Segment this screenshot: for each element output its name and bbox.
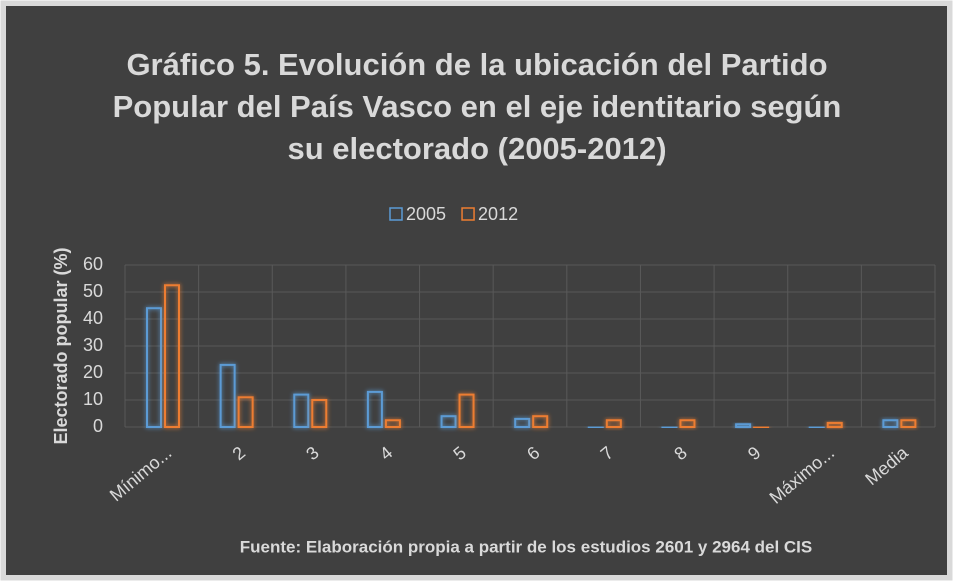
y-tick-label: 50 bbox=[83, 281, 103, 301]
bar bbox=[164, 284, 180, 428]
bar bbox=[366, 390, 383, 428]
bar bbox=[532, 415, 549, 429]
bar bbox=[826, 421, 843, 429]
bar bbox=[605, 419, 622, 428]
bar bbox=[237, 396, 254, 428]
y-tick-label: 60 bbox=[83, 254, 103, 274]
legend-swatch bbox=[461, 207, 475, 221]
y-tick-label: 20 bbox=[83, 362, 103, 382]
bar bbox=[900, 419, 917, 428]
legend-label: 2005 bbox=[406, 204, 446, 224]
bar bbox=[384, 419, 401, 428]
bar bbox=[753, 426, 770, 429]
bar bbox=[514, 417, 531, 428]
bar bbox=[661, 426, 678, 429]
bar bbox=[146, 307, 162, 429]
bar bbox=[735, 423, 752, 428]
y-tick-label: 30 bbox=[83, 335, 103, 355]
legend-label: 2012 bbox=[478, 204, 518, 224]
bar bbox=[293, 393, 310, 429]
bar bbox=[808, 426, 825, 429]
bar bbox=[440, 415, 457, 429]
chart-title: Gráfico 5. Evolución de la ubicación del… bbox=[112, 47, 842, 166]
background bbox=[6, 6, 947, 575]
y-tick-label: 0 bbox=[93, 416, 103, 436]
y-tick-label: 40 bbox=[83, 308, 103, 328]
source-note: Fuente: Elaboración propia a partir de l… bbox=[240, 537, 813, 556]
bar bbox=[679, 419, 696, 428]
bar bbox=[311, 399, 328, 428]
legend-swatch bbox=[389, 207, 403, 221]
bar bbox=[882, 419, 899, 428]
bar bbox=[219, 363, 236, 428]
bar bbox=[458, 393, 475, 429]
y-axis-title: Electorado popular (%) bbox=[51, 247, 71, 444]
bar bbox=[587, 426, 604, 429]
y-tick-label: 10 bbox=[83, 389, 103, 409]
